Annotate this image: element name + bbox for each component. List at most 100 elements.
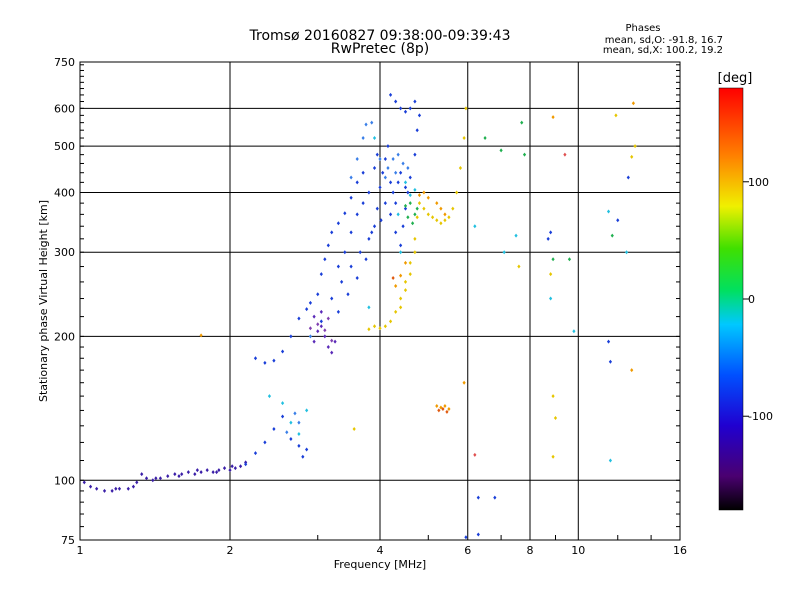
data-point (319, 309, 323, 314)
data-point (413, 236, 417, 241)
data-point (173, 472, 177, 477)
x-tick-label: 16 (673, 544, 687, 557)
data-point (375, 206, 379, 211)
data-point (82, 480, 86, 485)
data-point (464, 106, 468, 111)
data-point (388, 180, 393, 185)
data-point (263, 440, 267, 445)
data-point (222, 466, 227, 471)
data-point (379, 218, 383, 223)
data-point (403, 279, 408, 284)
data-point (289, 436, 293, 441)
x-tick-label: 8 (527, 544, 534, 557)
data-point (493, 495, 497, 500)
data-point (211, 470, 215, 475)
data-point (401, 224, 405, 229)
data-point (326, 316, 330, 321)
data-point (193, 472, 197, 477)
data-point (228, 468, 232, 473)
y-tick-label: 300 (54, 246, 75, 259)
data-point (396, 212, 400, 217)
data-point (413, 212, 417, 217)
data-point (549, 272, 553, 277)
data-point (355, 212, 359, 217)
data-point (608, 359, 613, 364)
data-point (514, 233, 518, 238)
data-point (166, 474, 170, 479)
data-point (394, 309, 398, 314)
data-point (439, 221, 443, 226)
data-point (443, 404, 447, 409)
data-point (443, 218, 447, 223)
data-point (464, 535, 468, 540)
data-point (381, 170, 385, 175)
data-point (361, 201, 365, 206)
colorbar-tick-label: -100 (748, 410, 773, 423)
data-point (372, 136, 377, 141)
data-point (394, 230, 398, 235)
data-point (186, 470, 190, 475)
data-point (441, 406, 445, 411)
data-point (280, 401, 285, 406)
data-point (343, 250, 347, 255)
data-point (567, 257, 572, 262)
data-point (367, 305, 371, 310)
data-point (616, 218, 620, 223)
data-point (388, 92, 393, 97)
data-point (308, 300, 313, 305)
data-point (297, 420, 301, 425)
data-point (372, 324, 377, 329)
data-point (305, 307, 309, 312)
data-point (316, 329, 320, 334)
data-point (551, 394, 555, 399)
data-point (610, 233, 614, 238)
plot-frame (79, 61, 681, 541)
data-point (476, 495, 480, 500)
data-point (408, 201, 412, 206)
data-point (410, 221, 415, 226)
data-point (406, 190, 410, 195)
data-point (333, 339, 337, 344)
data-point (473, 452, 477, 457)
data-point (403, 185, 408, 190)
data-point (396, 180, 400, 185)
data-point (323, 334, 327, 339)
data-point (476, 532, 480, 537)
data-point (372, 166, 377, 171)
data-point (631, 101, 635, 106)
data-points (82, 92, 637, 540)
colorbar (718, 87, 744, 511)
data-point (551, 115, 555, 120)
data-point (403, 260, 408, 265)
data-point (349, 264, 353, 269)
data-point (426, 212, 430, 217)
data-point (396, 152, 400, 157)
y-tick-label: 200 (54, 330, 75, 343)
data-point (272, 358, 276, 363)
data-point (608, 458, 613, 463)
data-point (445, 409, 449, 414)
data-point (388, 319, 393, 324)
data-point (326, 345, 330, 350)
data-point (422, 190, 426, 195)
data-point (614, 113, 618, 118)
data-point (455, 190, 459, 195)
data-point (462, 380, 466, 385)
data-point (406, 166, 410, 171)
data-point (361, 170, 365, 175)
data-point (364, 122, 368, 127)
data-point (346, 292, 350, 297)
data-point (394, 170, 398, 175)
data-point (330, 230, 334, 235)
data-point (415, 128, 419, 133)
data-point (253, 451, 258, 456)
data-point (102, 488, 107, 493)
data-point (473, 224, 477, 229)
data-point (154, 476, 158, 481)
data-point (305, 408, 309, 413)
data-point (253, 356, 258, 361)
data-point (388, 212, 393, 217)
x-tick-label: 1 (77, 544, 84, 557)
data-point (435, 201, 439, 206)
